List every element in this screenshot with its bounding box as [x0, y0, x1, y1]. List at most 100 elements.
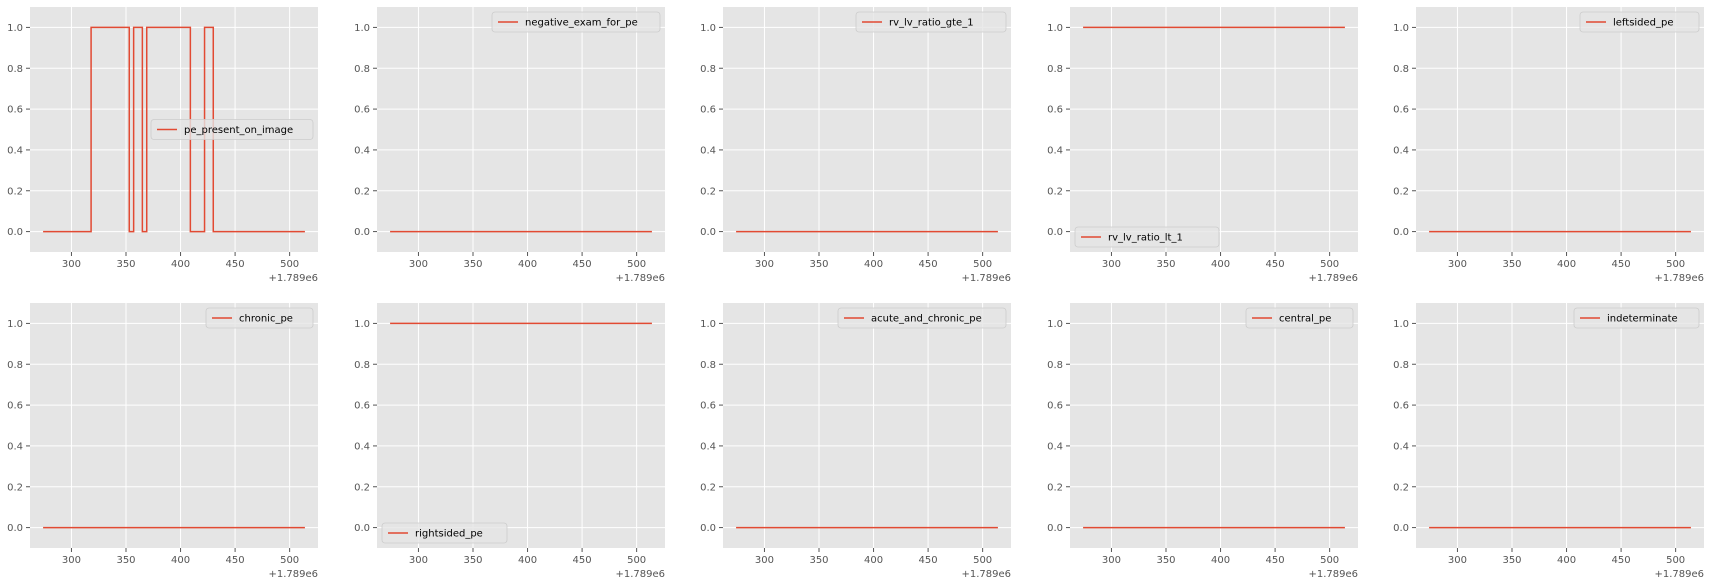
y-tick-label: 0.2 — [1047, 482, 1063, 493]
y-tick-label: 1.0 — [1047, 319, 1063, 330]
y-tick-label: 0.8 — [1047, 360, 1063, 371]
legend-label: pe_present_on_image — [184, 125, 293, 136]
legend-box — [1245, 307, 1354, 329]
legend-box — [855, 11, 1007, 33]
y-tick-label: 0.6 — [1047, 105, 1063, 116]
x-tick-label: 450 — [919, 259, 938, 270]
legend-label: chronic_pe — [239, 314, 293, 325]
plot-area — [1416, 7, 1704, 252]
x-tick-label: 300 — [755, 555, 774, 566]
plot-area — [1070, 303, 1358, 548]
x-offset-label: +1.789e6 — [1654, 273, 1704, 284]
y-tick-label: 1.0 — [7, 319, 23, 330]
x-tick-label: 350 — [809, 555, 828, 566]
plot-area — [30, 303, 318, 548]
legend: chronic_pe — [205, 307, 314, 329]
legend: pe_present_on_image — [150, 119, 314, 140]
x-tick-label: 400 — [1557, 555, 1576, 566]
y-tick-label: 0.0 — [1393, 523, 1409, 534]
legend-label: rightsided_pe — [415, 529, 483, 540]
subplot-10: 300 350 400 450 500 0.0 0.2 0.4 0.6 0.8 1.0 +1.789e… — [1393, 303, 1704, 580]
x-tick-label: 500 — [280, 555, 299, 566]
x-tick-label: 400 — [1211, 555, 1230, 566]
y-tick-label: 0.0 — [7, 227, 23, 238]
x-tick-label: 450 — [1612, 555, 1631, 566]
y-tick-label: 0.0 — [1047, 523, 1063, 534]
y-tick-label: 1.0 — [7, 23, 23, 34]
legend-label: acute_and_chronic_pe — [871, 314, 982, 325]
legend-label: rv_lv_ratio_gte_1 — [889, 18, 974, 29]
plot-area — [723, 303, 1011, 548]
y-tick-label: 0.6 — [1047, 401, 1063, 412]
x-tick-label: 500 — [1320, 555, 1339, 566]
x-tick-label: 500 — [1666, 259, 1685, 270]
x-tick-label: 450 — [573, 259, 592, 270]
x-offset-label: +1.789e6 — [615, 569, 665, 580]
y-tick-label: 0.4 — [700, 145, 716, 156]
x-offset-label: +1.789e6 — [1654, 569, 1704, 580]
legend-label: indeterminate — [1607, 314, 1678, 325]
y-tick-label: 0.6 — [7, 401, 23, 412]
plot-area — [723, 7, 1011, 252]
y-tick-label: 0.6 — [1393, 105, 1409, 116]
y-tick-label: 0.2 — [700, 186, 716, 197]
x-tick-label: 450 — [573, 555, 592, 566]
x-tick-label: 300 — [409, 259, 428, 270]
legend: rightsided_pe — [381, 522, 508, 544]
x-tick-label: 450 — [226, 259, 245, 270]
plot-area — [377, 7, 665, 252]
legend: rv_lv_ratio_gte_1 — [855, 11, 1007, 33]
subplot-5: 300 350 400 450 500 0.0 0.2 0.4 0.6 0.8 1.0 +1.789e… — [1393, 7, 1704, 284]
y-tick-label: 0.6 — [1393, 401, 1409, 412]
y-tick-label: 0.6 — [354, 105, 370, 116]
y-tick-label: 0.0 — [1393, 227, 1409, 238]
legend: rv_lv_ratio_lt_1 — [1074, 226, 1220, 248]
x-tick-label: 400 — [518, 259, 537, 270]
x-tick-label: 500 — [973, 555, 992, 566]
plot-area — [377, 303, 665, 548]
y-tick-label: 0.2 — [1047, 186, 1063, 197]
x-tick-label: 350 — [809, 259, 828, 270]
x-offset-label: +1.789e6 — [1308, 273, 1358, 284]
x-tick-label: 500 — [627, 555, 646, 566]
y-tick-label: 1.0 — [700, 319, 716, 330]
y-tick-label: 1.0 — [1393, 23, 1409, 34]
x-tick-label: 300 — [409, 555, 428, 566]
y-tick-label: 0.0 — [7, 523, 23, 534]
x-offset-label: +1.789e6 — [1308, 569, 1358, 580]
subplot-6: 300 350 400 450 500 0.0 0.2 0.4 0.6 0.8 1.0 +1.789e… — [7, 303, 318, 580]
x-tick-label: 500 — [280, 259, 299, 270]
y-tick-label: 0.6 — [354, 401, 370, 412]
legend-box — [205, 307, 314, 329]
subplot-3: 300 350 400 450 500 0.0 0.2 0.4 0.6 0.8 1.0 +1.789e… — [700, 7, 1011, 284]
x-tick-label: 300 — [1448, 259, 1467, 270]
y-tick-label: 1.0 — [700, 23, 716, 34]
x-tick-label: 450 — [1266, 555, 1285, 566]
y-tick-label: 0.4 — [354, 441, 370, 452]
x-tick-label: 400 — [171, 555, 190, 566]
x-tick-label: 500 — [627, 259, 646, 270]
y-tick-label: 0.8 — [7, 64, 23, 75]
x-tick-label: 350 — [1502, 259, 1521, 270]
x-tick-label: 500 — [973, 259, 992, 270]
legend: acute_and_chronic_pe — [837, 307, 1007, 329]
y-tick-label: 0.0 — [354, 227, 370, 238]
y-tick-label: 0.8 — [1393, 360, 1409, 371]
x-offset-label: +1.789e6 — [961, 569, 1011, 580]
y-tick-label: 0.2 — [354, 186, 370, 197]
y-tick-label: 0.2 — [7, 186, 23, 197]
x-offset-label: +1.789e6 — [961, 273, 1011, 284]
y-tick-label: 0.8 — [7, 360, 23, 371]
plot-area — [1416, 303, 1704, 548]
y-tick-label: 1.0 — [354, 23, 370, 34]
x-offset-label: +1.789e6 — [268, 273, 318, 284]
subplot-8: 300 350 400 450 500 0.0 0.2 0.4 0.6 0.8 1.0 +1.789e… — [700, 303, 1011, 580]
y-tick-label: 0.4 — [1393, 145, 1409, 156]
subplot-2: 300 350 400 450 500 0.0 0.2 0.4 0.6 0.8 1.0 +1.789e… — [354, 7, 665, 284]
y-tick-label: 0.8 — [700, 64, 716, 75]
legend-box — [1074, 226, 1220, 248]
x-tick-label: 350 — [116, 555, 135, 566]
x-tick-label: 400 — [1557, 259, 1576, 270]
y-tick-label: 0.0 — [354, 523, 370, 534]
legend-label: rv_lv_ratio_lt_1 — [1108, 233, 1183, 244]
